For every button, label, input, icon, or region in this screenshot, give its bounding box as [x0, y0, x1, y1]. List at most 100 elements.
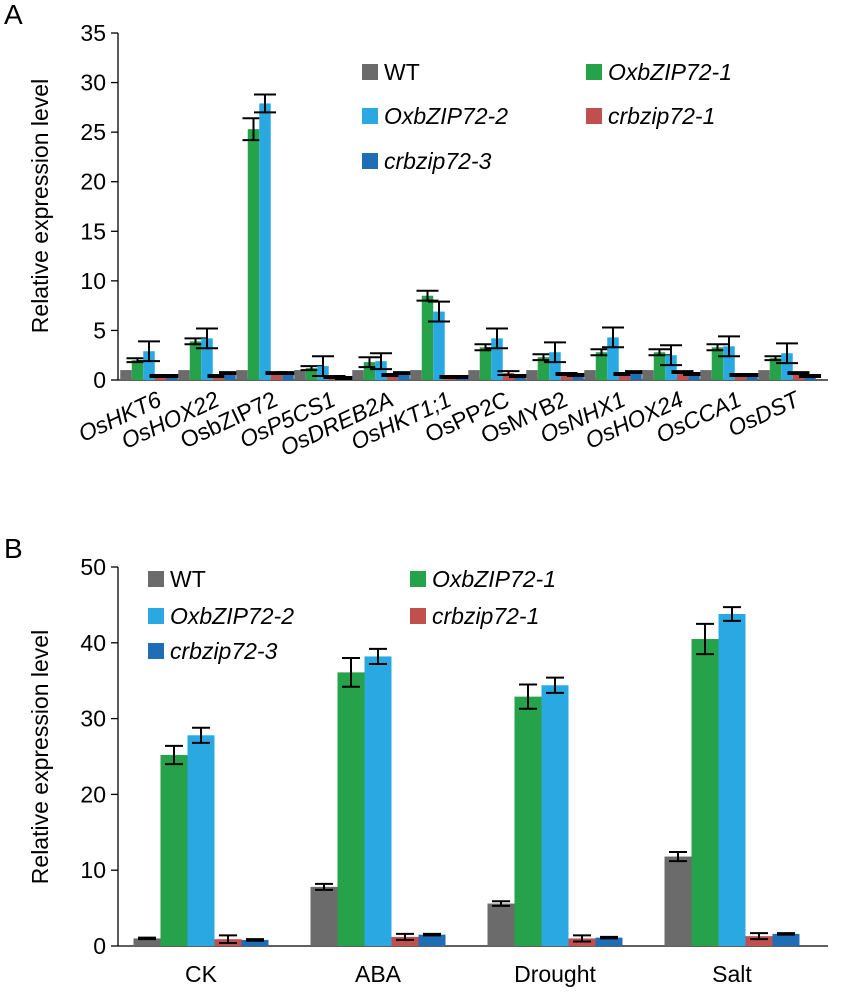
legend-swatch: [362, 108, 378, 124]
y-tick-label: 50: [80, 554, 106, 580]
legend-label: WT: [384, 59, 420, 85]
bar-wt-10: [700, 370, 712, 380]
bar-oxbzip72-1-11: [769, 358, 782, 380]
bar-wt-1: [310, 886, 338, 946]
bar-oxbzip72-2-1: [201, 338, 213, 380]
y-tick-label: 20: [80, 169, 106, 195]
bar-oxbzip72-1-7: [537, 357, 550, 380]
bar-crbzip72-1-9: [676, 372, 689, 380]
bar-oxbzip72-1-3: [305, 368, 318, 380]
legend-swatch: [410, 571, 426, 587]
bar-crbzip72-3-10: [746, 375, 758, 380]
y-tick-label: 0: [93, 367, 106, 393]
bar-wt-0: [133, 938, 161, 946]
bar-wt-7: [526, 370, 538, 380]
y-axis-label: Relative expression level: [27, 79, 53, 333]
bar-crbzip72-3-8: [630, 372, 642, 380]
bar-oxbzip72-1-5: [421, 295, 434, 380]
y-tick-label: 30: [80, 70, 106, 96]
bar-oxbzip72-1-2: [514, 696, 542, 946]
x-tick-label: Salt: [712, 961, 752, 987]
bar-wt-9: [642, 370, 654, 380]
y-tick-label: 10: [80, 857, 106, 883]
bar-wt-2: [487, 903, 515, 946]
y-tick-label: 25: [80, 119, 106, 145]
bar-crbzip72-1-7: [560, 374, 573, 380]
bar-oxbzip72-2-4: [375, 361, 387, 380]
bar-wt-8: [584, 370, 596, 380]
legend-label: crbzip72-1: [608, 103, 715, 129]
legend-swatch: [148, 643, 164, 659]
bar-crbzip72-1-6: [502, 373, 515, 380]
bar-oxbzip72-2-0: [143, 351, 155, 380]
bar-crbzip72-1-2: [270, 373, 283, 380]
bar-oxbzip72-2-9: [665, 355, 677, 380]
bar-crbzip72-1-3: [745, 936, 773, 946]
legend-label: crbzip72-3: [384, 148, 492, 174]
bar-oxbzip72-1-0: [131, 360, 144, 380]
legend-swatch: [362, 64, 378, 80]
legend-label: OxbZIP72-2: [384, 103, 508, 129]
panel-a-chart: A 0 5 10 15 20 25 30 35 Relative expression leve…: [4, 0, 828, 461]
bar-oxbzip72-2-8: [607, 337, 619, 380]
bar-oxbzip72-1-6: [479, 347, 492, 380]
bar-wt-3: [664, 856, 692, 946]
y-tick-label: 40: [80, 630, 106, 656]
legend-label: OxbZIP72-2: [170, 603, 294, 629]
bar-crbzip72-1-8: [618, 374, 631, 380]
bar-oxbzip72-1-1: [189, 341, 202, 380]
bar-wt-5: [410, 370, 422, 380]
bar-crbzip72-3-1: [418, 934, 446, 946]
bar-oxbzip72-1-10: [711, 347, 724, 380]
legend-swatch: [586, 64, 602, 80]
bar-crbzip72-3-1: [224, 373, 236, 380]
bar-oxbzip72-2-7: [549, 352, 561, 380]
bar-crbzip72-3-7: [572, 375, 584, 380]
x-tick-label: ABA: [355, 961, 402, 987]
x-tick-label: Drought: [514, 961, 596, 987]
bar-crbzip72-3-3: [772, 933, 800, 946]
legend-swatch: [362, 153, 378, 169]
legend-label: crbzip72-1: [432, 603, 539, 629]
y-tick-label: 30: [80, 706, 106, 732]
bar-wt-4: [352, 370, 364, 380]
legend-swatch: [148, 608, 164, 624]
bar-oxbzip72-2-0: [187, 735, 215, 946]
panel-b-chart: B 0 10 20 30 40 50 Relative expression level CK…: [4, 533, 828, 987]
legend-label: crbzip72-3: [170, 638, 278, 664]
bar-oxbzip72-1-9: [653, 352, 666, 380]
bar-oxbzip72-2-5: [433, 311, 445, 380]
bar-crbzip72-3-4: [398, 373, 410, 380]
y-axis-label: Relative expression level: [27, 630, 53, 884]
bar-wt-6: [468, 370, 480, 380]
bar-wt-1: [178, 370, 190, 380]
x-tick-label: CK: [185, 961, 218, 987]
bar-crbzip72-1-4: [386, 375, 399, 380]
bar-oxbzip72-2-2: [541, 685, 569, 946]
bar-oxbzip72-1-3: [691, 639, 719, 946]
bar-oxbzip72-2-1: [364, 656, 392, 946]
bar-wt-3: [294, 370, 306, 380]
bar-oxbzip72-1-0: [160, 754, 188, 946]
bar-oxbzip72-1-1: [337, 672, 365, 946]
y-tick-label: 20: [80, 781, 106, 807]
legend-label: OxbZIP72-1: [432, 566, 556, 592]
bar-crbzip72-1-1: [391, 936, 419, 946]
bar-oxbzip72-2-10: [723, 346, 735, 380]
bar-wt-11: [758, 370, 770, 380]
panel-a-letter: A: [4, 0, 23, 30]
legend-label: OxbZIP72-1: [608, 59, 732, 85]
bar-crbzip72-3-9: [688, 374, 700, 380]
legend-label: WT: [170, 566, 206, 592]
bar-oxbzip72-2-2: [259, 103, 271, 380]
y-tick-label: 15: [80, 218, 106, 244]
legend-swatch: [148, 571, 164, 587]
bar-crbzip72-1-11: [792, 373, 805, 380]
bar-oxbzip72-1-2: [247, 129, 260, 380]
y-tick-label: 0: [93, 933, 106, 959]
bar-crbzip72-1-10: [734, 375, 747, 380]
y-tick-label: 10: [80, 268, 106, 294]
bar-crbzip72-3-2: [595, 937, 623, 946]
bar-oxbzip72-2-6: [491, 338, 503, 380]
